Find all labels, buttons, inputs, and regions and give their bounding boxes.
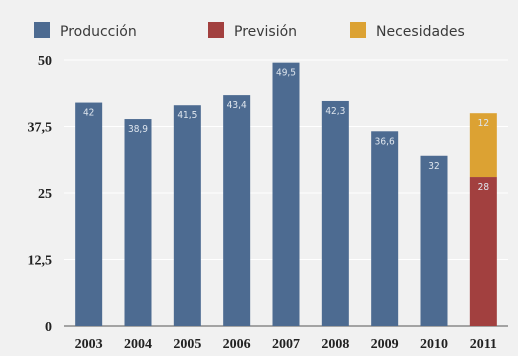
y-tick-label-0: 0 (45, 320, 52, 335)
bar-label-2011-1: 28 (478, 182, 490, 193)
y-tick-label-4: 50 (38, 54, 52, 69)
bar-2011-1 (469, 177, 497, 326)
x-tick-label-2009: 2009 (371, 337, 399, 352)
bar-label-2006-0: 43,4 (227, 100, 247, 111)
bar-2007-0 (272, 62, 300, 326)
x-tick-label-2007: 2007 (272, 337, 300, 352)
legend-label-0: Producción (60, 24, 137, 40)
x-tick-label-2006: 2006 (223, 337, 251, 352)
x-tick-label-2003: 2003 (75, 337, 103, 352)
bar-label-2007-0: 49,5 (276, 68, 296, 79)
x-tick-label-2010: 2010 (420, 337, 448, 352)
legend-label-1: Previsión (234, 24, 297, 40)
bar-label-2009-0: 36,6 (375, 136, 395, 147)
bar-2004-0 (124, 119, 152, 326)
legend-label-2: Necesidades (376, 24, 465, 40)
legend-swatch-0 (34, 22, 50, 38)
y-tick-label-3: 37,5 (28, 121, 53, 136)
x-tick-label-2004: 2004 (124, 337, 152, 352)
bar-2003-0 (75, 102, 103, 326)
legend-swatch-2 (350, 22, 366, 38)
bar-2006-0 (223, 95, 251, 326)
bar-label-2008-0: 42,3 (325, 106, 345, 117)
bar-label-2003-0: 42 (83, 108, 94, 119)
y-tick-label-2: 25 (38, 187, 52, 202)
x-tick-label-2005: 2005 (173, 337, 201, 352)
bar-2009-0 (371, 131, 399, 326)
bar-label-2004-0: 38,9 (128, 124, 148, 135)
bar-label-2005-0: 41,5 (177, 110, 197, 121)
bar-2005-0 (173, 105, 201, 326)
legend-swatch-1 (208, 22, 224, 38)
bar-2010-0 (420, 155, 448, 326)
x-tick-label-2008: 2008 (321, 337, 349, 352)
bar-label-2010-0: 32 (428, 161, 439, 172)
bar-label-2011-2: 12 (478, 118, 489, 129)
x-tick-label-2011: 2011 (470, 337, 497, 352)
bar-2011-2 (469, 113, 497, 178)
bar-2008-0 (321, 100, 349, 327)
y-tick-label-1: 12,5 (28, 254, 53, 269)
